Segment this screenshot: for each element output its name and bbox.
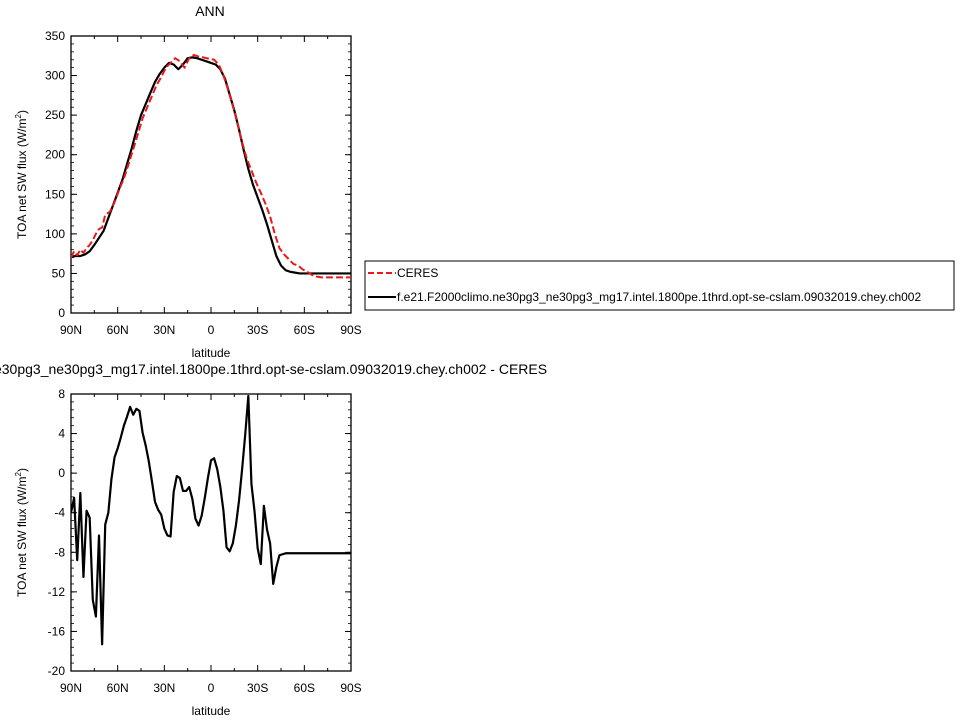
x-tick-label: 30S xyxy=(247,681,268,695)
plot-frame xyxy=(70,35,352,314)
x-tick-label: 30N xyxy=(153,323,175,337)
y-axis-label-close: ) xyxy=(15,110,29,114)
y-tick-label: 100 xyxy=(45,227,65,241)
y-axis-label: TOA net SW flux (W/m2) xyxy=(14,110,29,239)
y-tick-label: 0 xyxy=(58,306,65,320)
y-tick-label: 250 xyxy=(45,108,65,122)
y-tick-label: -4 xyxy=(54,506,65,520)
x-axis-label: latitude xyxy=(192,704,231,718)
y-axis-label-main: TOA net SW flux (W/m xyxy=(15,118,29,238)
x-tick-label: 60S xyxy=(294,681,315,695)
y-tick-label: 0 xyxy=(58,466,65,480)
y-tick-label: -20 xyxy=(48,664,66,678)
legend-label: f.e21.F2000climo.ne30pg3_ne30pg3_mg17.in… xyxy=(397,290,921,304)
legend: CERES f.e21.F2000climo.ne30pg3_ne30pg3_mg… xyxy=(364,260,955,311)
y-tick-label: 200 xyxy=(45,148,65,162)
y-tick-label: 350 xyxy=(45,29,65,43)
x-tick-label: 30S xyxy=(247,323,268,337)
x-axis-label: latitude xyxy=(192,346,231,360)
legend-label: CERES xyxy=(397,266,438,280)
y-axis-label-sup: 2 xyxy=(14,113,23,118)
chart-title: ANN xyxy=(195,3,225,19)
x-tick-label: 60N xyxy=(107,681,129,695)
x-tick-label: 30N xyxy=(153,681,175,695)
x-tick-label: 0 xyxy=(208,681,215,695)
y-tick-label: -12 xyxy=(48,585,66,599)
y-tick-label: 150 xyxy=(45,187,65,201)
chart-title: f.e21.F2000climo.ne30pg3_ne30pg3_mg17.in… xyxy=(0,361,547,377)
plot-frame xyxy=(70,393,352,672)
chart-1: ANN 90N 60N 30N 0 30S 60S 90S 0 50 100 150 200 250 300… xyxy=(14,3,955,360)
series-line-ceres xyxy=(71,53,351,279)
x-tick-label: 60S xyxy=(294,323,315,337)
chart-2: f.e21.F2000climo.ne30pg3_ne30pg3_mg17.in… xyxy=(0,361,547,718)
y-tick-label: -16 xyxy=(48,624,66,638)
x-tick-label: 90N xyxy=(60,681,82,695)
y-axis-label: TOA net SW flux (W/m2) xyxy=(14,468,29,597)
x-tick-label: 90S xyxy=(340,323,361,337)
x-tick-label: 90N xyxy=(60,323,82,337)
series-line-model xyxy=(71,56,351,275)
x-tick-label: 90S xyxy=(340,681,361,695)
y-tick-label: 8 xyxy=(58,387,65,401)
y-axis-label-sup: 2 xyxy=(14,471,23,476)
x-tick-label: 0 xyxy=(208,323,215,337)
difference-line xyxy=(71,394,351,646)
y-axis-label-close: ) xyxy=(15,468,29,472)
y-tick-label: -8 xyxy=(54,545,65,559)
y-tick-label: 50 xyxy=(52,266,66,280)
y-tick-label: 300 xyxy=(45,69,65,83)
legend-box xyxy=(364,260,955,311)
y-tick-label: 4 xyxy=(58,427,65,441)
x-tick-label: 60N xyxy=(107,323,129,337)
y-axis-label-main: TOA net SW flux (W/m xyxy=(15,476,29,596)
